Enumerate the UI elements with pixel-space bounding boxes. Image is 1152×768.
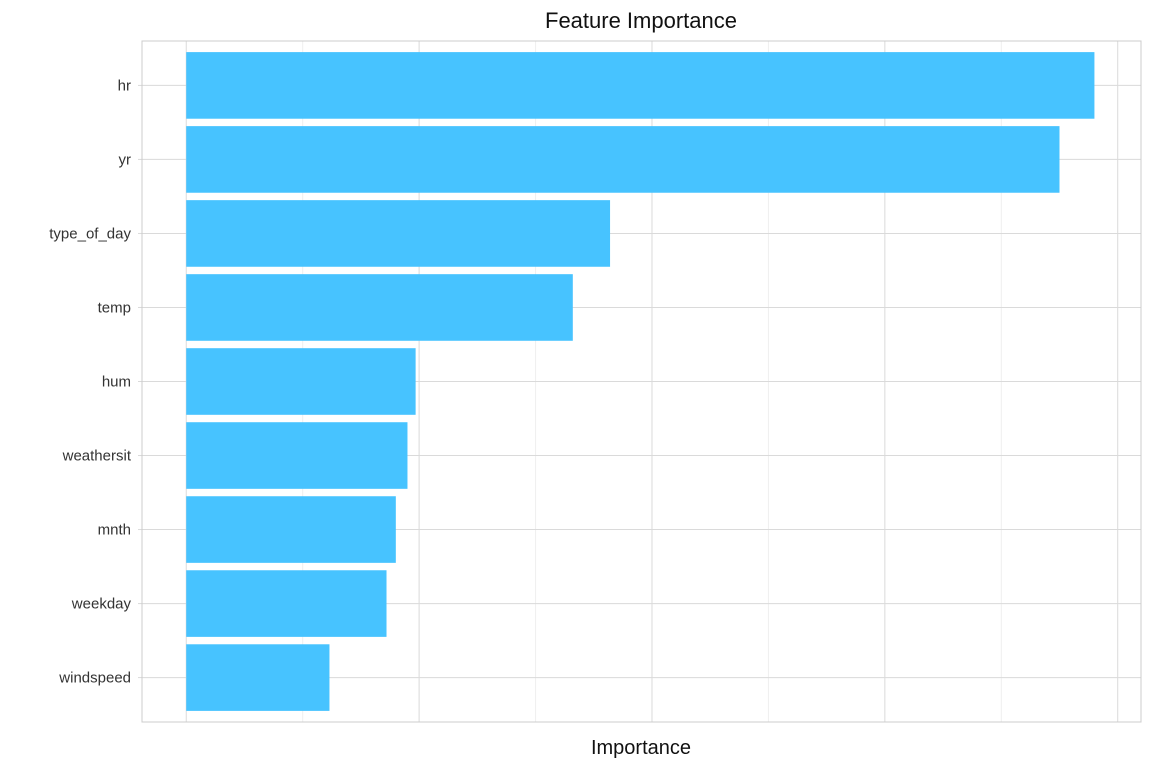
bar-mnth xyxy=(186,496,396,563)
bar-weathersit xyxy=(186,422,408,489)
bar-weekday xyxy=(186,570,387,637)
bar-windspeed xyxy=(186,644,330,711)
x-axis-label: Importance xyxy=(591,737,691,759)
panel-border xyxy=(141,40,1142,723)
y-tick-label: windspeed xyxy=(58,670,131,687)
y-tick-label: mnth xyxy=(98,522,131,539)
bar-hum xyxy=(186,348,416,415)
y-tick-label: yr xyxy=(119,151,132,168)
chart-title: Feature Importance xyxy=(545,8,737,33)
bar-layer xyxy=(186,52,1095,711)
y-tick-label: hr xyxy=(118,77,131,94)
y-tick-label: hum xyxy=(102,374,131,391)
y-tick-label: temp xyxy=(98,299,131,316)
bar-type_of_day xyxy=(186,200,611,267)
y-tick-label: weekday xyxy=(71,596,132,613)
bar-hr xyxy=(186,52,1095,119)
y-tick-label: weathersit xyxy=(62,448,132,465)
bar-yr xyxy=(186,126,1060,193)
bar-temp xyxy=(186,274,573,341)
y-tick-label: type_of_day xyxy=(49,225,131,242)
